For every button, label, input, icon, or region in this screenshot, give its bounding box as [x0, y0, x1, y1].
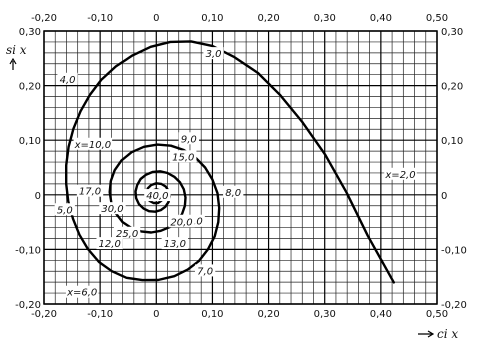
point-label: 8,0 [225, 188, 241, 199]
point-label-bg [76, 184, 104, 197]
point-label: 7,0 [197, 266, 213, 277]
point-label-bg [168, 215, 195, 228]
y-tick-label: 0,20 [441, 82, 463, 93]
point-label: 9,0 [181, 134, 197, 145]
point-label-bg [194, 264, 216, 277]
y-tick-labels-left: -0,20 -0,10 0 0,10 0,20 0,30 [15, 27, 41, 311]
x-tick-label: -0,10 [87, 309, 113, 320]
y-tick-label: -0,10 [441, 245, 467, 256]
y-axis-arrow-icon [9, 57, 17, 70]
point-label-bg [161, 237, 189, 250]
x-tick-label: 0,40 [370, 309, 392, 320]
point-label-bg [99, 202, 126, 215]
x-tick-label: -0,10 [87, 13, 113, 24]
point-label: 12,0 [99, 239, 121, 250]
x-tick-label: 0 [153, 309, 159, 320]
point-label: x=10,0 [74, 140, 112, 151]
point-label: 30,0 [101, 204, 123, 215]
point-label: 40,0 [146, 191, 168, 202]
x-axis-arrow-icon [418, 330, 435, 338]
y-tick-label: 0,20 [19, 82, 41, 93]
point-label-bg [57, 72, 78, 85]
point-label: 13,0 [164, 239, 186, 250]
x-tick-label: 0,50 [426, 309, 448, 320]
point-label-bg [203, 47, 224, 60]
x-axis-label: ci x [437, 327, 458, 341]
point-label-bg [65, 285, 99, 298]
point-label: 20,0 [170, 217, 192, 228]
x-tick-label: 0,30 [314, 13, 336, 24]
plot-frame [43, 30, 438, 305]
point-label-bg [54, 203, 75, 216]
point-label-bg [96, 237, 123, 250]
x-tick-label: 0,10 [201, 13, 223, 24]
y-tick-label: 0 [35, 191, 41, 202]
x-tick-labels-top: -0,20 -0,10 0 0,10 0,20 0,30 0,40 0,50 [31, 13, 448, 24]
point-label-bg [170, 150, 197, 163]
point-labels: x=2,0 3,0 4,0 5,0 x=6,0 7,0 8,0 9,0 x=10,0 12,0 13… [54, 47, 417, 299]
y-tick-label: -0,10 [15, 245, 41, 256]
x-tick-label: -0,20 [31, 309, 57, 320]
minor-grid [44, 31, 437, 304]
y-tick-label: 0 [441, 191, 447, 202]
y-tick-label: 0,30 [19, 27, 41, 38]
point-label: 4,0 [60, 75, 76, 86]
y-tick-label: 0,30 [441, 27, 463, 38]
point-label-bg [144, 189, 171, 202]
y-tick-label: -0,20 [15, 300, 41, 311]
y-axis-label: si x [6, 43, 27, 57]
point-label-bg [178, 132, 199, 145]
x-tick-labels-bottom: -0,20 -0,10 0 0,10 0,20 0,30 0,40 0,50 [31, 309, 448, 320]
x-tick-label: 0,40 [370, 13, 392, 24]
x-tick-label: 0,50 [426, 13, 448, 24]
point-label: 5,0 [57, 205, 73, 216]
x-tick-label: 0,20 [257, 13, 279, 24]
point-label: 17,0 [79, 187, 101, 198]
point-label-bg [384, 167, 417, 180]
point-label: 15,0 [172, 152, 194, 163]
major-grid [43, 30, 438, 305]
x-tick-label: 0,10 [201, 309, 223, 320]
point-label: x=6,0 [66, 288, 97, 299]
point-label: x=2,0 [384, 170, 415, 181]
point-label-bg [113, 226, 141, 239]
y-tick-label: 0,10 [441, 136, 463, 147]
y-tick-labels-right: -0,20 -0,10 0 0,10 0,20 0,30 [441, 27, 467, 311]
point-label: 3,0 [206, 49, 222, 60]
x-tick-label: 0,30 [314, 309, 336, 320]
x-tick-label: 0,20 [257, 309, 279, 320]
point-label-bg [223, 185, 244, 198]
y-tick-label: -0,20 [441, 300, 467, 311]
point-label: 25,0 [116, 229, 138, 240]
y-tick-label: 0,10 [19, 136, 41, 147]
point-label-bg [73, 137, 113, 150]
x-tick-label: -0,20 [31, 13, 57, 24]
x-tick-label: 0 [153, 13, 159, 24]
